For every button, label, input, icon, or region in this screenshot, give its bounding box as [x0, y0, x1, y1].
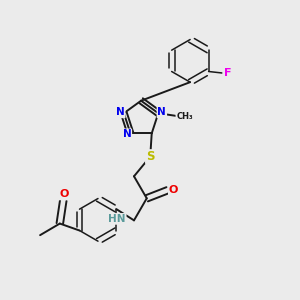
Text: HN: HN — [108, 214, 126, 224]
Text: N: N — [158, 107, 166, 117]
Text: O: O — [59, 189, 69, 200]
Text: F: F — [224, 68, 231, 78]
Text: CH₃: CH₃ — [176, 112, 193, 121]
Text: N: N — [116, 107, 125, 117]
Text: N: N — [122, 129, 131, 139]
Text: S: S — [146, 150, 154, 163]
Text: O: O — [169, 185, 178, 195]
